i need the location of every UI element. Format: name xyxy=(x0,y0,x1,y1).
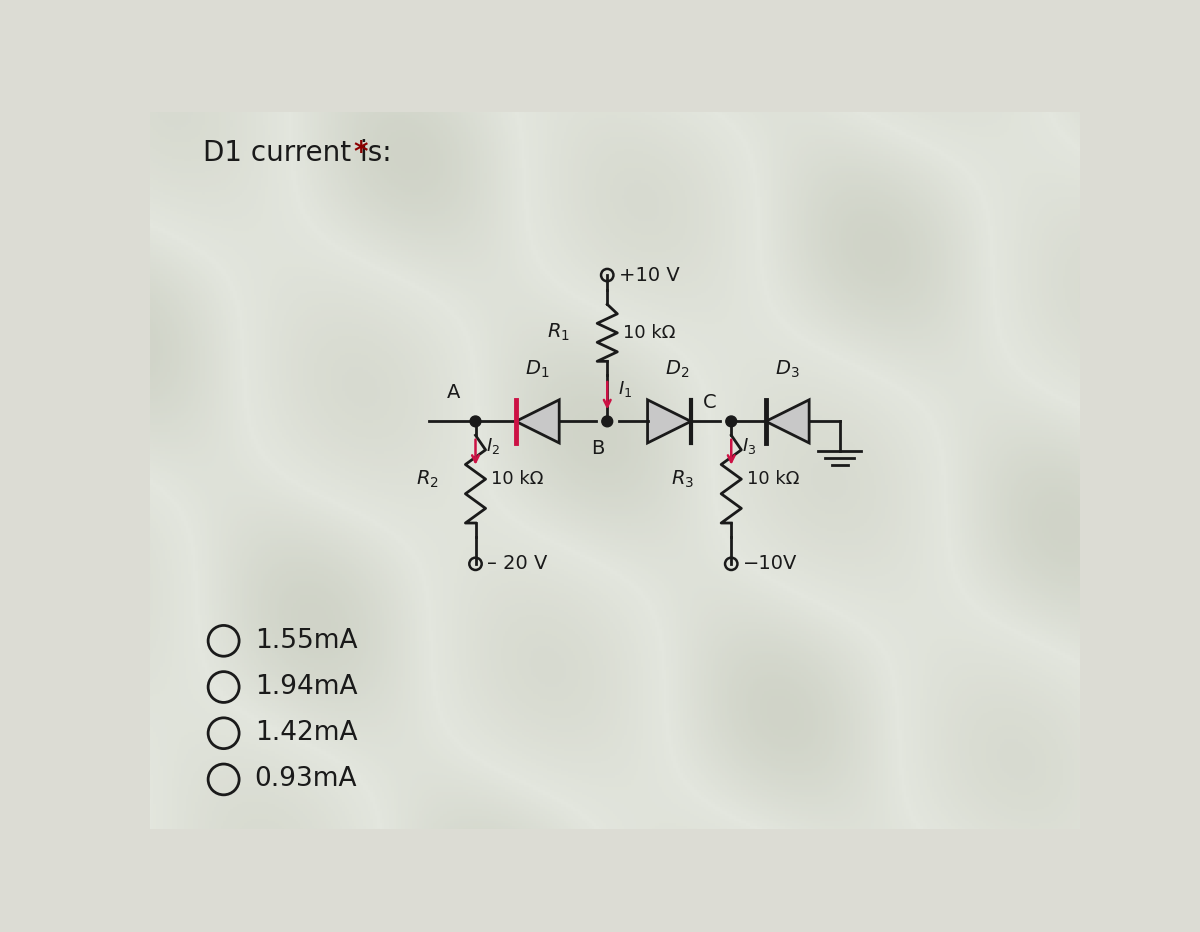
Text: D1 current is:: D1 current is: xyxy=(203,140,401,168)
Text: 10 kΩ: 10 kΩ xyxy=(491,470,544,488)
Text: 10 kΩ: 10 kΩ xyxy=(623,323,676,342)
Text: B: B xyxy=(592,439,605,458)
Circle shape xyxy=(470,416,481,427)
Text: – 20 V: – 20 V xyxy=(487,555,547,573)
Text: 1.42mA: 1.42mA xyxy=(254,720,358,747)
Text: +10 V: +10 V xyxy=(619,266,679,284)
Text: $I_1$: $I_1$ xyxy=(618,379,632,399)
Text: 10 kΩ: 10 kΩ xyxy=(746,470,799,488)
Text: 1.55mA: 1.55mA xyxy=(254,628,358,654)
Text: $I_2$: $I_2$ xyxy=(486,436,500,456)
Circle shape xyxy=(602,416,613,427)
Text: $R_3$: $R_3$ xyxy=(671,469,694,490)
Text: $D_1$: $D_1$ xyxy=(526,359,550,380)
Text: $D_3$: $D_3$ xyxy=(775,359,799,380)
Polygon shape xyxy=(766,400,809,443)
Text: 1.94mA: 1.94mA xyxy=(254,674,358,700)
Text: *: * xyxy=(354,140,368,168)
Text: $R_2$: $R_2$ xyxy=(415,469,438,490)
Text: $D_2$: $D_2$ xyxy=(665,359,689,380)
Polygon shape xyxy=(648,400,691,443)
Text: A: A xyxy=(448,383,461,403)
Text: $I_3$: $I_3$ xyxy=(742,436,756,456)
Circle shape xyxy=(726,416,737,427)
Text: −10V: −10V xyxy=(743,555,797,573)
Text: 0.93mA: 0.93mA xyxy=(254,766,358,792)
Text: C: C xyxy=(703,392,716,412)
Text: $R_1$: $R_1$ xyxy=(547,322,570,344)
Polygon shape xyxy=(516,400,559,443)
